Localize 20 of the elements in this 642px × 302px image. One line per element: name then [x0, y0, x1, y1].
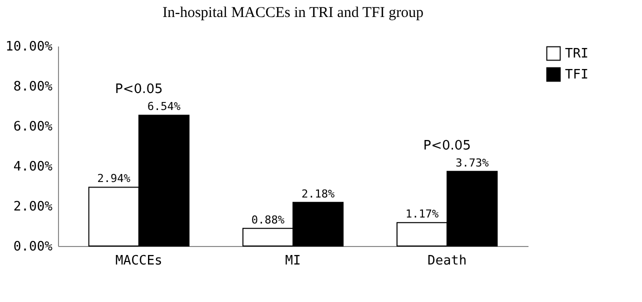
y-tick-label: 8.00%: [13, 80, 53, 94]
legend-label: TRI: [565, 46, 588, 62]
annotation: P<0.05: [423, 138, 471, 154]
y-tick-label: 4.00%: [13, 160, 53, 174]
legend-label: TFI: [565, 68, 588, 82]
y-tick-label: 2.00%: [13, 200, 53, 214]
annotation: P<0.05: [115, 82, 163, 98]
y-tick-label: 6.00%: [13, 120, 53, 134]
chart-title: In-hospital MACCEs in TRI and TFI group: [162, 5, 424, 21]
y-tick-label: 10.00%: [6, 40, 53, 54]
x-tick-label: MACCEs: [115, 254, 162, 268]
data-label: 0.88%: [251, 213, 285, 226]
y-tick-label: 0.00%: [13, 240, 53, 254]
data-label: 2.18%: [301, 187, 335, 200]
data-label: 1.17%: [405, 208, 439, 221]
x-tick-label: MI: [285, 254, 301, 268]
data-label: 6.54%: [147, 100, 181, 114]
x-tick-label: Death: [428, 254, 467, 268]
data-label: 2.94%: [97, 172, 131, 186]
data-label: 3.73%: [456, 156, 490, 170]
